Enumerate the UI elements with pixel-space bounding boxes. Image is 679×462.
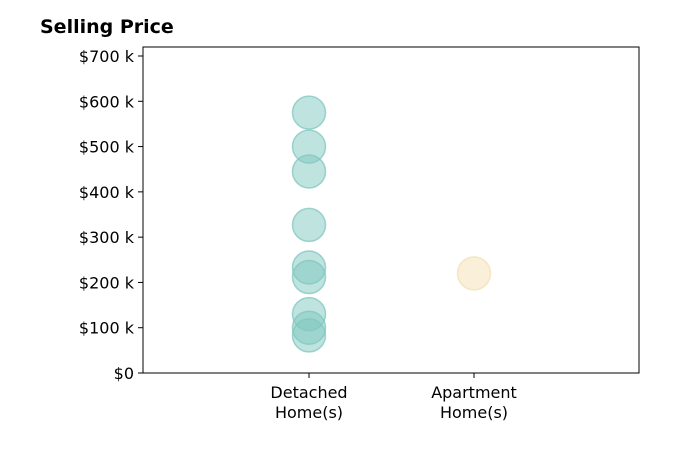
x-tick-label: Detached Home(s) <box>270 383 347 422</box>
data-point <box>291 154 327 189</box>
y-tick-label: $0 <box>114 364 134 383</box>
y-tick-label: $400 k <box>79 183 135 202</box>
y-tick-label: $600 k <box>79 92 135 111</box>
data-point <box>456 256 492 291</box>
data-points <box>291 95 492 353</box>
y-tick-label: $700 k <box>79 47 135 66</box>
y-tick-label: $300 k <box>79 228 135 247</box>
plot-frame <box>142 46 640 374</box>
y-tick-label: $500 k <box>79 138 135 157</box>
x-axis: Detached Home(s) Apartment Home(s) <box>270 373 517 422</box>
data-point <box>291 95 327 130</box>
data-point <box>291 207 327 243</box>
data-point <box>291 318 327 353</box>
y-tick-label: $200 k <box>79 273 135 292</box>
chart-title: Selling Price <box>40 16 174 38</box>
y-tick-label: $100 k <box>79 319 135 338</box>
y-axis: $0 $100 k $200 k $300 k $400 k $500 k $600 k $7… <box>79 47 143 383</box>
data-point <box>291 259 327 295</box>
x-tick-label: Apartment Home(s) <box>431 383 517 422</box>
